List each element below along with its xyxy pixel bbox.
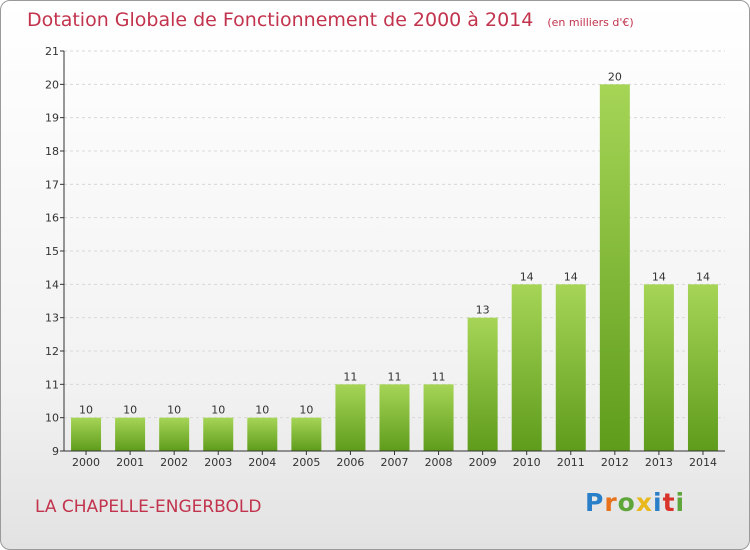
y-tick-label: 21 (45, 45, 59, 58)
data-label-2002: 10 (167, 404, 181, 417)
data-label-2000: 10 (79, 404, 93, 417)
bar-2012 (599, 84, 630, 451)
data-label-2011: 14 (564, 270, 578, 283)
logo-letter: i (675, 488, 686, 517)
data-label-2013: 14 (652, 270, 666, 283)
data-label-2004: 10 (255, 404, 269, 417)
data-label-2009: 13 (476, 304, 490, 317)
bar-2005 (291, 417, 322, 451)
x-tick-label: 2004 (248, 456, 276, 469)
x-tick-label: 2006 (336, 456, 364, 469)
data-label-2003: 10 (211, 404, 225, 417)
bar-2000 (71, 417, 102, 451)
y-tick-label: 15 (45, 245, 59, 258)
bar-2008 (423, 384, 454, 451)
bar-2006 (335, 384, 366, 451)
proxiti-logo[interactable]: Proxiti (585, 488, 685, 517)
x-tick-label: 2009 (469, 456, 497, 469)
bars (71, 84, 718, 451)
bar-2001 (115, 417, 146, 451)
data-label-2006: 11 (343, 370, 357, 383)
y-tick-label: 9 (52, 445, 59, 458)
x-tick-label: 2001 (116, 456, 144, 469)
bar-2014 (687, 284, 718, 451)
x-tick-label: 2014 (689, 456, 717, 469)
data-labels: 10 10 10 10 10 10 11 11 11 13 14 14 20 14 14 (79, 70, 710, 416)
logo-letter: P (585, 488, 605, 517)
x-tick-label: 2012 (601, 456, 629, 469)
axes: 9 10 11 12 13 14 15 16 17 18 19 20 21 2000 2001 2002 200… (45, 45, 725, 469)
bar-2003 (203, 417, 234, 451)
x-tick-label: 2000 (72, 456, 100, 469)
y-tick-label: 19 (45, 112, 59, 125)
logo-letter: x (635, 488, 653, 517)
bar-2002 (159, 417, 190, 451)
y-tick-label: 11 (45, 378, 59, 391)
y-tick-label: 18 (45, 145, 59, 158)
bar-2004 (247, 417, 278, 451)
data-label-2008: 11 (432, 370, 446, 383)
y-tick-label: 13 (45, 312, 59, 325)
y-tick-label: 20 (45, 78, 59, 91)
x-tick-label: 2013 (645, 456, 673, 469)
logo-letter: o (617, 488, 636, 517)
chart-title-text: Dotation Globale de Fonctionnement de 20… (27, 9, 534, 31)
bar-2011 (555, 284, 586, 451)
bar-2009 (467, 317, 498, 451)
data-label-2005: 10 (299, 404, 313, 417)
data-label-2001: 10 (123, 404, 137, 417)
data-label-2007: 11 (388, 370, 402, 383)
y-tick-label: 16 (45, 212, 59, 225)
chart-unit-label: (en milliers d'€) (547, 16, 634, 29)
x-tick-label: 2005 (292, 456, 320, 469)
logo-letter: i (653, 488, 663, 517)
y-tick-label: 10 (45, 412, 59, 425)
commune-name: LA CHAPELLE-ENGERBOLD (35, 497, 262, 517)
logo-letter: t (662, 488, 676, 517)
y-tick-label: 12 (45, 345, 59, 358)
data-label-2012: 20 (608, 70, 622, 83)
y-tick-label: 17 (45, 178, 59, 191)
data-label-2014: 14 (696, 270, 710, 283)
logo-letter: r (604, 488, 618, 517)
chart-title: Dotation Globale de Fonctionnement de 20… (27, 9, 634, 31)
data-label-2010: 14 (520, 270, 534, 283)
x-tick-label: 2010 (513, 456, 541, 469)
bar-2007 (379, 384, 410, 451)
y-tick-label: 14 (45, 278, 59, 291)
x-tick-label: 2011 (557, 456, 585, 469)
x-tick-label: 2002 (160, 456, 188, 469)
x-tick-label: 2007 (381, 456, 409, 469)
bar-2010 (511, 284, 542, 451)
x-tick-label: 2003 (204, 456, 232, 469)
bar-2013 (643, 284, 674, 451)
x-tick-label: 2008 (425, 456, 453, 469)
